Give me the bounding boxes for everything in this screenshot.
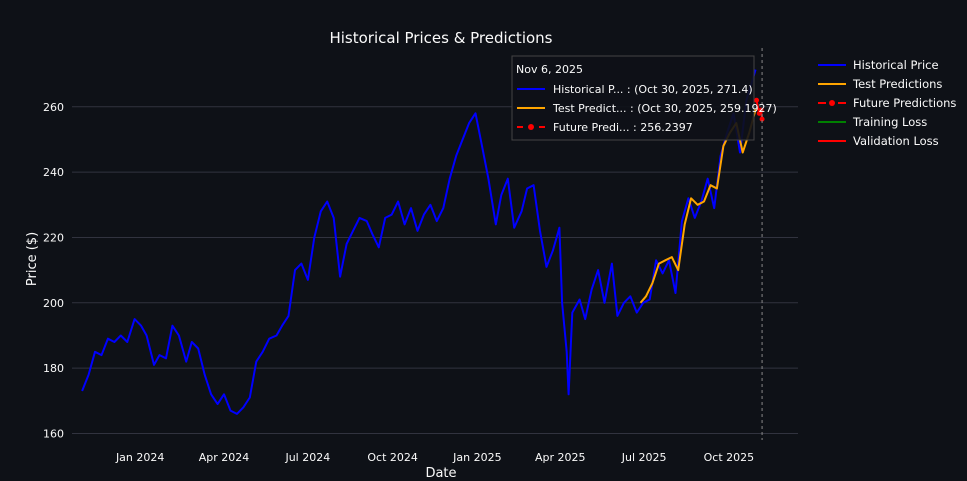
y-tick-label: 160: [43, 427, 64, 440]
historical-price-line: [81, 69, 757, 415]
y-tick-label: 260: [43, 101, 64, 114]
hover-tooltip: Nov 6, 2025 Historical P... : (Oct 30, 2…: [511, 55, 777, 141]
x-axis-label: Date: [425, 466, 456, 481]
legend-item-future-predictions[interactable]: Future Predictions: [818, 96, 956, 110]
legend-item-validation-loss[interactable]: Validation Loss: [818, 134, 939, 148]
tooltip-box: [511, 55, 755, 141]
x-tick-label: Oct 2024: [367, 451, 418, 464]
y-axis-label: Price ($): [25, 232, 40, 286]
y-tick-label: 200: [43, 297, 64, 310]
x-tick-label: Jan 2024: [115, 451, 164, 464]
chart-title: Historical Prices & Predictions: [329, 29, 552, 47]
legend: Historical Price Test Predictions Future P…: [818, 58, 956, 148]
x-tick-label: Oct 2025: [704, 451, 755, 464]
y-tick-label: 180: [43, 362, 64, 375]
legend-label: Validation Loss: [853, 134, 939, 148]
y-tick-label: 240: [43, 166, 64, 179]
legend-item-historical-price[interactable]: Historical Price: [818, 58, 939, 72]
legend-marker: [829, 100, 835, 106]
x-tick-label: Jul 2024: [284, 451, 330, 464]
future-predictions-point: [759, 116, 765, 122]
legend-label: Future Predictions: [853, 96, 956, 110]
tooltip-row: Test Predict... : (Oct 30, 2025, 259.192…: [552, 102, 777, 115]
tooltip-row: Historical P... : (Oct 30, 2025, 271.4): [553, 83, 753, 96]
legend-label: Historical Price: [853, 58, 939, 72]
tooltip-row: Future Predi... : 256.2397: [553, 121, 693, 134]
x-tick-label: Apr 2025: [535, 451, 586, 464]
legend-label: Test Predictions: [852, 77, 942, 91]
future-predictions-point: [754, 97, 760, 103]
legend-label: Training Loss: [852, 115, 927, 129]
tooltip-marker: [528, 124, 534, 130]
legend-item-training-loss[interactable]: Training Loss: [818, 115, 927, 129]
y-tick-label: 220: [43, 231, 64, 244]
x-tick-label: Jan 2025: [452, 451, 501, 464]
x-tick-label: Jul 2025: [621, 451, 667, 464]
tooltip-title: Nov 6, 2025: [516, 63, 583, 76]
legend-item-test-predictions[interactable]: Test Predictions: [818, 77, 942, 91]
x-tick-label: Apr 2024: [199, 451, 250, 464]
